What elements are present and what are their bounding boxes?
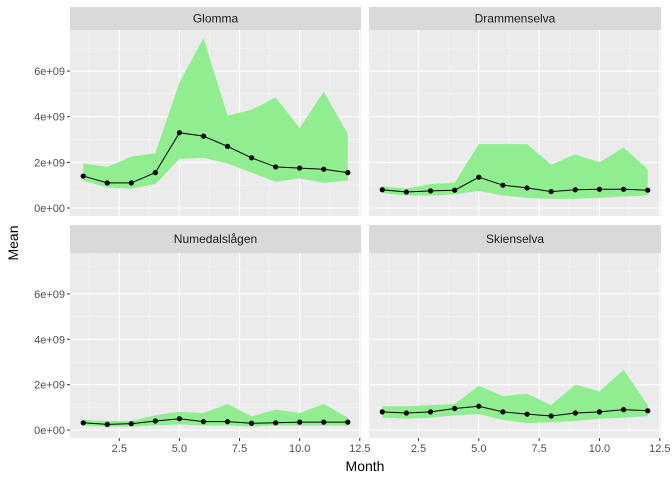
data-point: [379, 187, 385, 193]
data-point: [224, 143, 231, 149]
data-point: [403, 189, 410, 195]
data-point: [500, 409, 506, 415]
data-point: [321, 419, 327, 425]
y-tick-label: 0e+00: [34, 425, 65, 437]
strip-label: Numedalslågen: [174, 232, 257, 246]
data-point: [403, 410, 410, 416]
mean-line: [382, 405, 648, 417]
data-point: [200, 133, 207, 139]
x-tick-label: 12.5: [649, 443, 670, 455]
data-point: [524, 185, 530, 191]
data-point: [273, 164, 279, 170]
ribbon-area: [382, 144, 648, 199]
data-point: [80, 420, 86, 426]
data-point: [476, 174, 482, 180]
y-tick-label: 6e+09: [34, 289, 65, 301]
data-point: [273, 420, 279, 426]
x-tick-label: 10.0: [289, 443, 310, 455]
data-point: [345, 170, 351, 176]
y-tick-label: 2e+09: [34, 380, 65, 392]
mean-line: [382, 176, 648, 193]
data-point: [297, 165, 303, 171]
data-point: [645, 187, 651, 193]
facet-panel-4: Skienselva 2.5 5.0 7.5 10.0 12.5: [369, 225, 671, 455]
data-point: [379, 409, 385, 415]
data-point: [645, 408, 651, 414]
data-point: [80, 173, 86, 179]
facet-panel-2: Drammenselva: [369, 7, 661, 216]
panels-layer: Glomma 0e+00 2e+09 4e+09 6e+09 Drammenselva Nu…: [34, 7, 671, 455]
y-tick-label: 4e+09: [34, 334, 65, 346]
strip-label: Drammenselva: [475, 12, 556, 26]
data-point: [596, 409, 603, 415]
y-tick-label: 0e+00: [34, 203, 65, 215]
strip-background: [369, 225, 661, 253]
y-tick-label: 6e+09: [34, 66, 65, 78]
x-tick-label: 12.5: [349, 443, 370, 455]
y-tick-label: 2e+09: [34, 157, 65, 169]
data-point: [476, 403, 482, 409]
x-tick-label: 7.5: [232, 443, 247, 455]
x-tick-label: 7.5: [531, 443, 546, 455]
data-point: [176, 416, 183, 422]
data-point: [248, 420, 255, 426]
data-point: [224, 419, 231, 425]
data-point: [427, 409, 434, 415]
strip-background: [369, 7, 661, 30]
data-point: [427, 188, 434, 194]
data-point: [176, 130, 183, 136]
strip-background: [70, 7, 361, 30]
y-tick-label: 4e+09: [34, 112, 65, 124]
data-point: [620, 186, 627, 192]
x-axis-title: Month: [346, 458, 385, 474]
ribbon-area: [382, 369, 648, 424]
data-point: [452, 187, 458, 193]
data-point: [128, 180, 134, 186]
data-point: [620, 407, 627, 413]
data-point: [524, 411, 530, 417]
mean-line: [83, 132, 348, 184]
data-point: [452, 405, 458, 412]
y-axis-title: Mean: [5, 225, 21, 260]
data-point: [128, 421, 134, 427]
data-point: [248, 155, 255, 161]
x-tick-label: 5.0: [471, 443, 486, 455]
data-point: [548, 413, 554, 419]
data-point: [548, 188, 554, 195]
ribbon-area: [83, 403, 348, 427]
x-tick-label: 5.0: [172, 443, 187, 455]
x-tick-label: 2.5: [411, 443, 426, 455]
data-point: [104, 421, 110, 427]
data-point: [297, 419, 303, 425]
facet-panel-1: Glomma 0e+00 2e+09 4e+09 6e+09: [34, 7, 361, 216]
x-tick-label: 2.5: [112, 443, 127, 455]
facet-panel-3: Numedalslågen 0e+00 2e+09 4e+09 6e+09 2.5 5.0 7…: [34, 225, 371, 455]
data-point: [152, 170, 158, 176]
strip-background: [70, 225, 361, 253]
strip-label: Skienselva: [486, 232, 544, 246]
data-point: [500, 182, 506, 188]
x-tick-label: 10.0: [589, 443, 610, 455]
ribbon-area: [83, 37, 348, 189]
strip-label: Glomma: [193, 12, 239, 26]
data-point: [572, 187, 578, 193]
data-point: [572, 410, 578, 416]
data-point: [152, 418, 158, 424]
data-point: [596, 186, 603, 192]
data-point: [200, 419, 207, 425]
data-point: [104, 180, 110, 186]
mean-line: [83, 418, 348, 425]
data-point: [321, 166, 327, 172]
data-point: [345, 419, 351, 425]
